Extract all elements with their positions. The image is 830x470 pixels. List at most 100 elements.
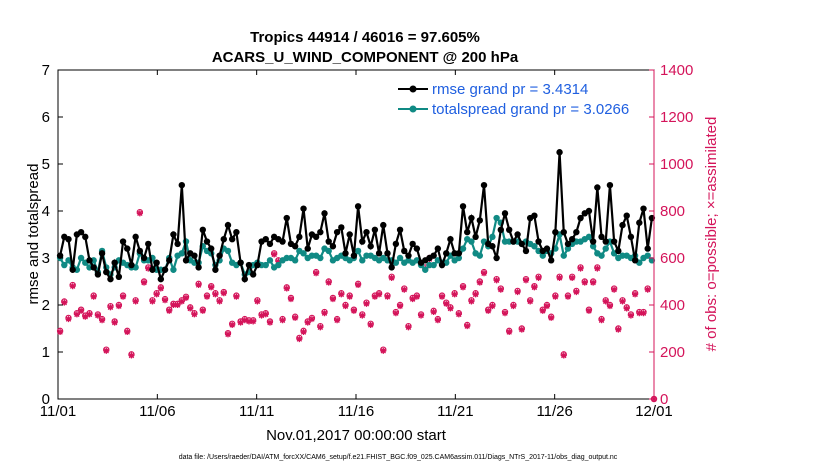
rmse-point: [191, 252, 198, 259]
y-tick-label: 1: [42, 344, 50, 361]
totalspread-point: [170, 266, 177, 273]
assimilated-obs-marker: [623, 305, 630, 312]
totalspread-point: [564, 245, 572, 252]
rmse-point: [65, 236, 72, 243]
x-tick-label: 11/11: [239, 403, 274, 420]
rmse-point: [321, 210, 328, 217]
assimilated-obs-marker: [329, 296, 336, 303]
assimilated-obs-marker: [57, 329, 64, 336]
axes-ticks: 11/01 11/06 11/11 11/16 11/21 11/26 12/0101234…: [40, 62, 694, 420]
assimilated-obs-marker: [94, 312, 101, 319]
rmse-point: [237, 259, 244, 266]
y2-axis-label: # of obs: o=possible; ×=assimilated: [703, 117, 720, 352]
totalspread-point: [262, 261, 269, 269]
assimilated-obs-marker: [569, 274, 576, 281]
assimilated-obs-marker: [258, 312, 265, 319]
assimilated-obs-marker: [350, 307, 357, 314]
assimilated-obs-marker: [334, 317, 341, 324]
assimilated-obs-marker: [355, 282, 362, 289]
rmse-point: [157, 275, 165, 283]
rmse-point: [392, 240, 400, 248]
totalspread-point: [598, 252, 605, 259]
rmse-point: [577, 214, 584, 222]
assimilated-obs-marker: [199, 307, 206, 314]
assimilated-obs-marker: [640, 310, 647, 317]
rmse-point: [338, 224, 345, 231]
rmse-point: [220, 236, 227, 243]
legend-spread-label: totalspread grand pr = 3.0266: [432, 101, 629, 118]
rmse-point: [371, 226, 379, 233]
totalspread-point: [300, 250, 307, 257]
y-tick-label: 3: [42, 250, 50, 267]
assimilated-obs-marker: [413, 293, 420, 300]
assimilated-obs-marker: [564, 293, 571, 300]
x-tick-label: 12/01: [635, 403, 673, 420]
totalspread-point: [459, 245, 467, 252]
y-tick-label: 4: [42, 203, 50, 220]
assimilated-obs-marker: [598, 317, 605, 324]
assimilated-obs-marker: [69, 283, 76, 290]
rmse-point: [497, 226, 505, 233]
rmse-point: [266, 240, 274, 248]
assimilated-obs-marker: [514, 289, 521, 296]
rmse-point: [161, 266, 169, 273]
rmse-point: [296, 233, 303, 241]
rmse-point: [279, 238, 286, 245]
y2-tick-label: 1000: [660, 156, 693, 173]
totalspread-point: [61, 261, 68, 269]
assimilated-obs-marker: [615, 326, 622, 333]
rmse-point: [350, 252, 358, 259]
assimilated-obs-marker: [485, 307, 492, 314]
assimilated-obs-marker: [157, 285, 164, 292]
y2-tick-label: 400: [660, 297, 685, 314]
assimilated-obs-marker: [191, 311, 198, 318]
assimilated-obs-marker: [212, 291, 219, 298]
totalspread-point: [602, 245, 609, 252]
assimilated-obs-marker: [61, 299, 68, 306]
assimilated-obs-marker: [187, 305, 194, 312]
assimilated-obs-marker: [510, 303, 517, 310]
assimilated-obs-marker: [460, 284, 467, 291]
y2-tick-label: 800: [660, 203, 685, 220]
assimilated-obs-marker: [224, 331, 231, 338]
assimilated-obs-marker: [170, 302, 177, 308]
assimilated-obs-marker: [304, 319, 311, 326]
totalspread-point: [493, 214, 500, 222]
assimilated-obs-marker: [405, 324, 412, 331]
rmse-point: [510, 238, 517, 245]
x-tick-label: 11/21: [437, 403, 473, 420]
assimilated-obs-marker: [287, 296, 294, 303]
assimilated-obs-marker: [363, 300, 370, 307]
rmse-point: [103, 268, 110, 276]
assimilated-obs-marker: [476, 279, 483, 286]
assimilated-obs-marker: [162, 297, 169, 304]
rmse-point: [535, 238, 542, 245]
assimilated-obs-marker: [468, 298, 475, 305]
rmse-point: [489, 243, 496, 250]
assimilated-obs-marker: [380, 347, 387, 354]
rmse-point: [254, 261, 261, 269]
rmse-point: [610, 238, 618, 245]
rmse-point: [119, 238, 127, 245]
rmse-point: [514, 231, 521, 238]
assimilated-obs-marker: [141, 279, 148, 286]
totalspread-point: [455, 254, 463, 262]
rmse-point: [98, 250, 106, 257]
rmse-point: [476, 217, 484, 224]
assimilated-obs-marker: [266, 319, 273, 326]
rmse-point: [619, 221, 626, 229]
totalspread-point: [224, 247, 232, 255]
rmse-point: [380, 221, 387, 229]
rmse-point: [291, 243, 299, 250]
assimilated-obs-marker: [78, 307, 85, 314]
rmse-point: [367, 243, 374, 250]
legend: rmse grand pr = 3.4314 totalspread grand…: [398, 81, 629, 118]
rmse-point: [518, 240, 525, 248]
rmse-point: [212, 266, 219, 273]
rmse-point: [94, 271, 102, 278]
assimilated-obs-marker: [543, 303, 550, 310]
totalspread-point: [317, 254, 324, 262]
rmse-point: [615, 247, 622, 255]
rmse-point: [606, 181, 614, 189]
assimilated-obs-marker: [644, 286, 651, 293]
